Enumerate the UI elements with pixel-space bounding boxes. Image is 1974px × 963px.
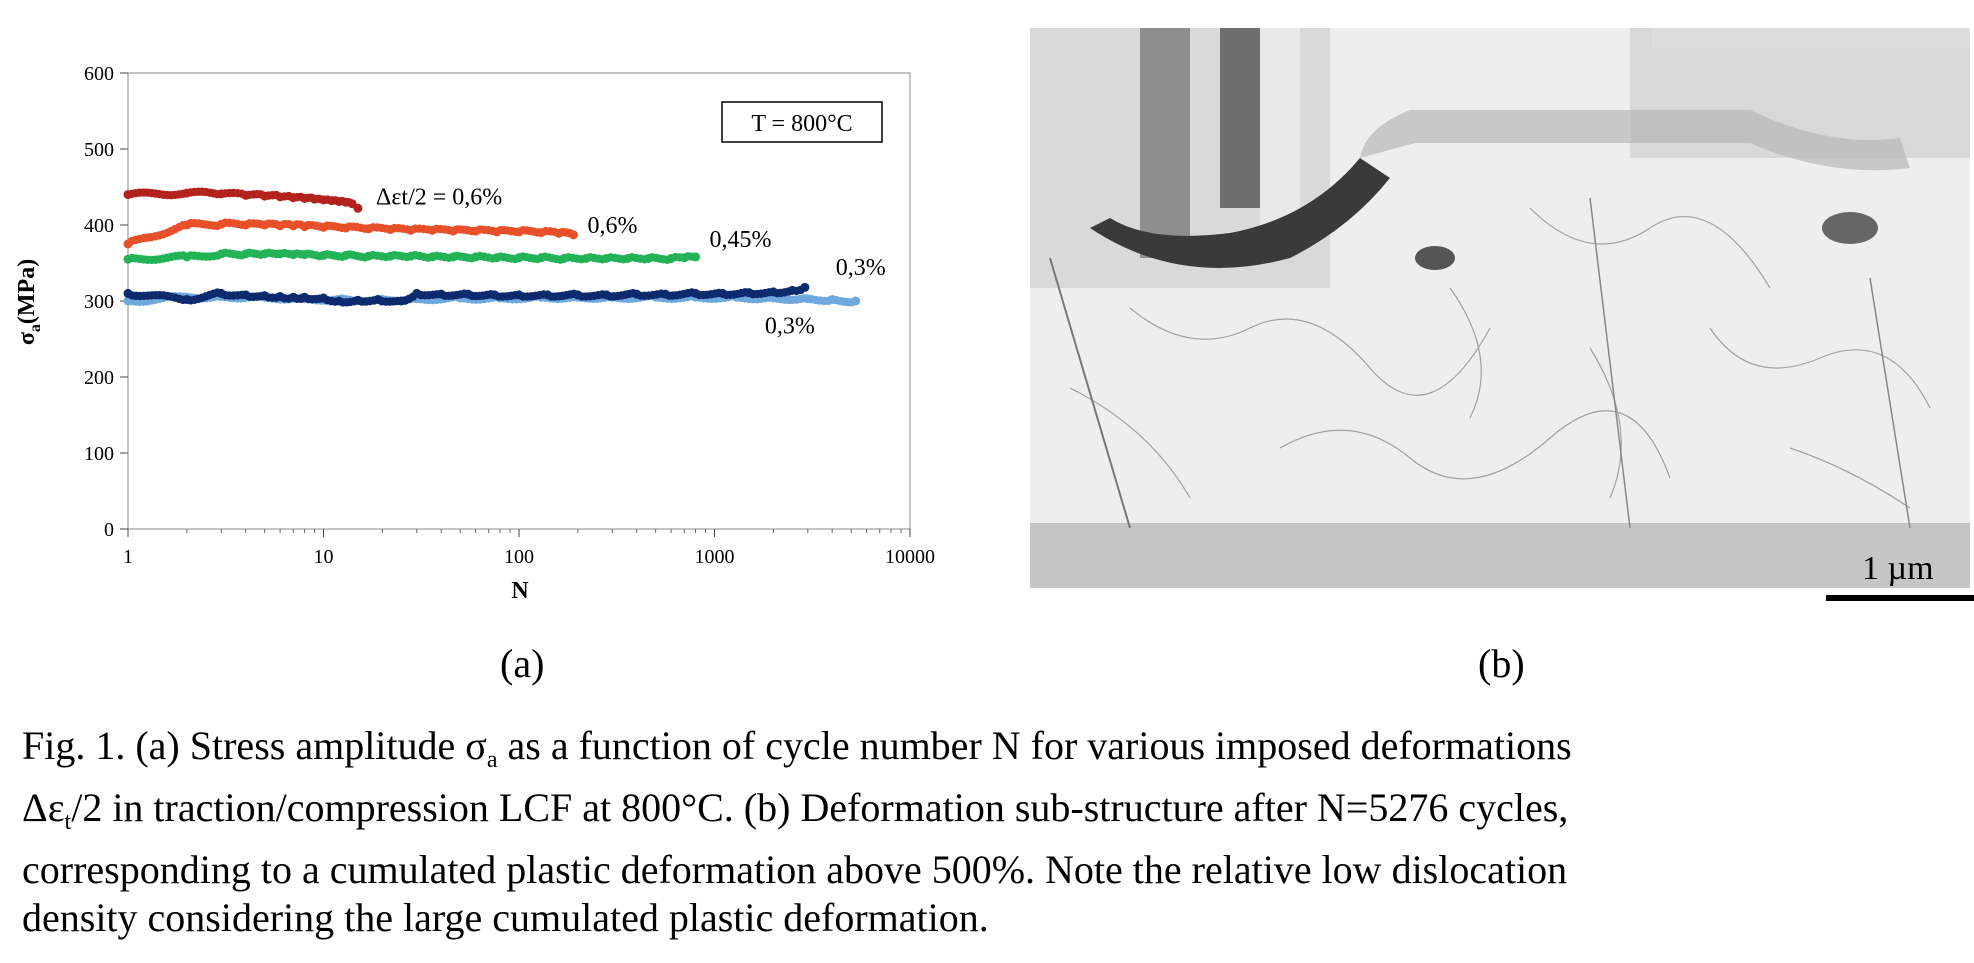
x-axis-title: N <box>511 578 529 604</box>
series-labels: Δεt/2 = 0,6% 0,6% 0,45% 0,3% 0,3% <box>376 184 886 339</box>
series-0-points <box>123 187 363 213</box>
y-tick-label: 0 <box>104 519 114 541</box>
scale-bar <box>1826 595 1974 601</box>
series-4-points <box>123 282 810 307</box>
data-point <box>800 282 810 292</box>
stress-amplitude-chart: 0 100 200 300 400 500 600 1 10 100 1000 10000 Δεt/2… <box>14 63 935 604</box>
x-tick-label: 10 <box>314 546 334 568</box>
data-point <box>353 203 363 213</box>
svg-text:T = 800°C: T = 800°C <box>751 111 852 137</box>
y-tick-label: 400 <box>84 215 114 237</box>
panel-label-a: (a) <box>500 641 545 686</box>
x-tick-label: 100 <box>504 546 534 568</box>
series-label: 0,45% <box>710 227 772 253</box>
series-label: 0,3% <box>836 255 886 281</box>
y-tick-label: 100 <box>84 443 114 465</box>
axis-ticks: 0 100 200 300 400 500 600 1 10 100 1000 10000 <box>84 63 935 568</box>
y-tick-label: 300 <box>84 291 114 313</box>
data-point <box>568 230 578 240</box>
series-1-points <box>123 218 578 249</box>
caption-line-1: Fig. 1. (a) Stress amplitude σa as a fun… <box>22 723 1572 773</box>
caption-line-2: Δεt/2 in traction/compression LCF at 800… <box>22 785 1569 835</box>
data-point <box>691 252 701 262</box>
y-axis-title: σa(MPa) <box>14 259 44 345</box>
scale-bar-label: 1 µm <box>1862 550 1934 587</box>
series-label: Δεt/2 = 0,6% <box>376 184 502 210</box>
caption-line-3: corresponding to a cumulated plastic def… <box>22 847 1568 892</box>
data-point <box>851 296 861 306</box>
series-label: 0,6% <box>587 213 637 239</box>
y-tick-label: 500 <box>84 139 114 161</box>
series-2-points <box>123 248 701 265</box>
caption-line-4: density considering the large cumulated … <box>22 895 989 940</box>
figure-caption: Fig. 1. (a) Stress amplitude σa as a fun… <box>22 722 1972 942</box>
panel-label-b: (b) <box>1478 641 1525 686</box>
series-label: 0,3% <box>765 313 815 339</box>
tem-micrograph <box>1030 28 1970 588</box>
temperature-annotation: T = 800°C <box>721 101 883 143</box>
x-tick-label: 10000 <box>885 546 935 568</box>
x-tick-label: 1000 <box>695 546 735 568</box>
y-tick-label: 200 <box>84 367 114 389</box>
x-tick-label: 1 <box>123 546 133 568</box>
data-marks <box>123 187 861 307</box>
y-tick-label: 600 <box>84 63 114 85</box>
